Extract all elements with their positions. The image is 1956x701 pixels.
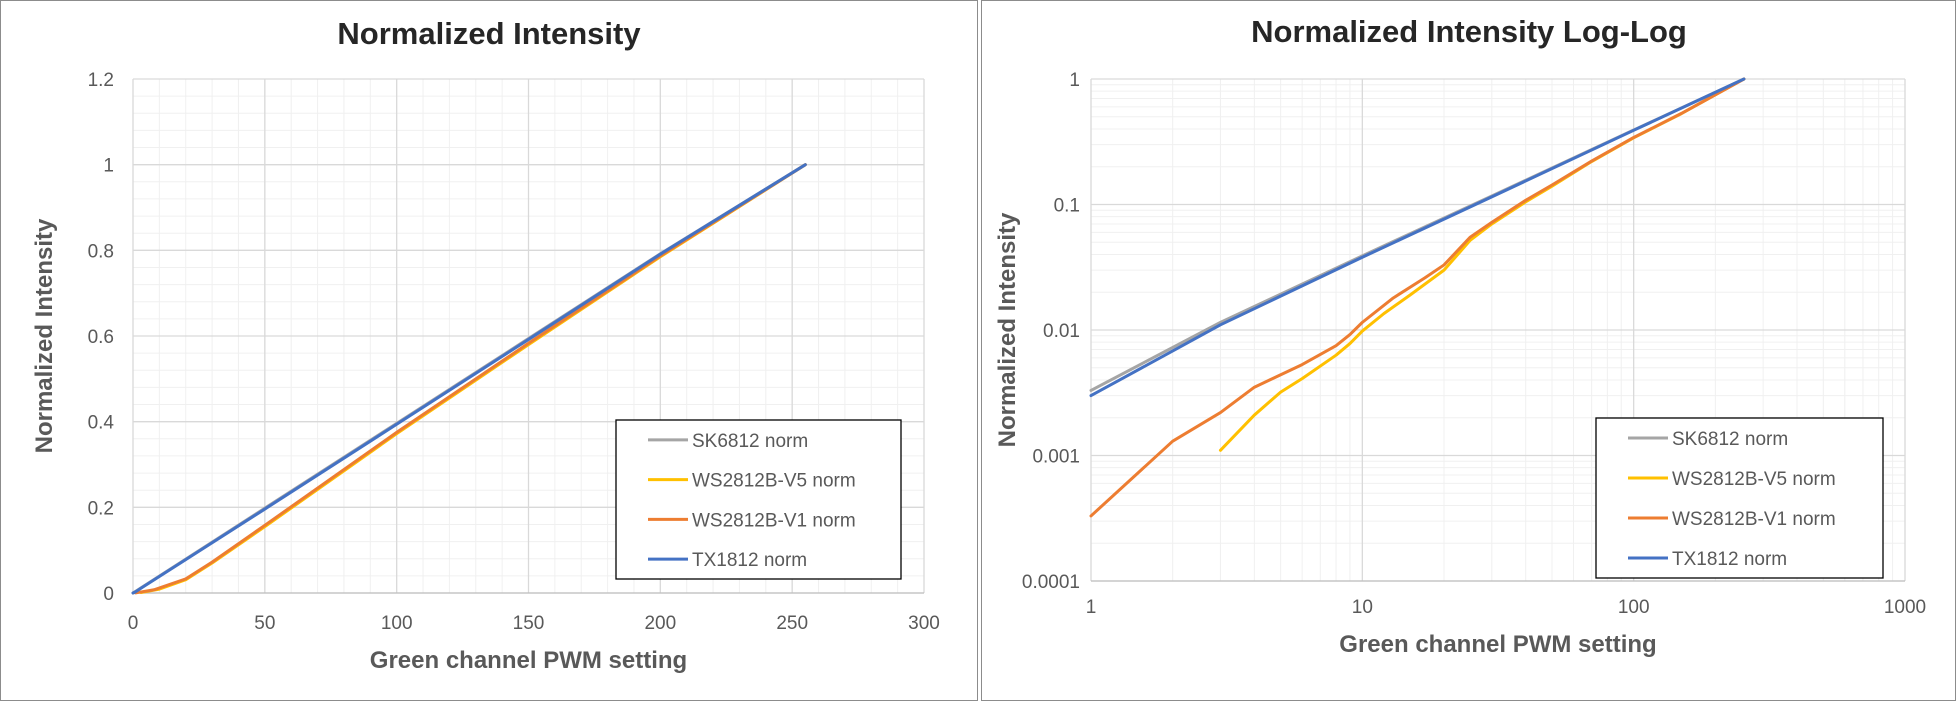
legend-label: TX1812 norm [1672, 549, 1787, 570]
x-tick-label: 10 [1352, 597, 1373, 618]
linear-chart-svg: 0 50 100 150 200 250 300 0 0.2 0.4 0.6 0.8 1 1.2 Norma… [31, 16, 940, 674]
y-tick-label: 0.6 [88, 327, 114, 348]
y-tick-label: 1 [103, 156, 114, 177]
y-tick-label: 0.2 [88, 498, 114, 519]
x-axis-title: Green channel PWM setting [370, 647, 687, 674]
y-tick-label: 0.8 [88, 241, 114, 262]
series-line [1218, 77, 1746, 452]
x-tick-label: 300 [908, 613, 940, 634]
y-tick-label: 0.01 [1043, 321, 1080, 342]
y-tick-label: 1 [1069, 70, 1080, 91]
legend-label: SK6812 norm [1672, 429, 1788, 450]
legend-label: TX1812 norm [692, 550, 807, 571]
x-tick-label: 0 [128, 613, 139, 634]
legend: SK6812 norm WS2812B-V5 norm WS2812B-V1 nor… [615, 419, 902, 580]
x-tick-label: 1 [1086, 597, 1097, 618]
x-tick-label: 150 [513, 613, 545, 634]
y-tick-label: 0.1 [1054, 196, 1080, 217]
linear-chart-panel: 0 50 100 150 200 250 300 0 0.2 0.4 0.6 0.8 1 1.2 Norma… [0, 0, 978, 701]
series-line [1089, 77, 1746, 398]
series-lines [1089, 77, 1746, 518]
legend-label: WS2812B-V1 norm [1672, 509, 1836, 530]
legend-label: SK6812 norm [692, 431, 808, 452]
legend-box [615, 419, 902, 580]
legend: SK6812 norm WS2812B-V5 norm WS2812B-V1 nor… [1595, 417, 1884, 579]
x-axis-title: Green channel PWM setting [1339, 631, 1656, 658]
legend-box [1595, 417, 1884, 579]
y-axis-title: Normalized Intensity [31, 218, 58, 453]
x-tick-label: 100 [381, 613, 413, 634]
log-log-chart-panel: 1 10 100 1000 0.0001 0.001 0.01 0.1 1 Normalized … [981, 0, 1956, 701]
x-tick-label: 50 [254, 613, 275, 634]
x-tick-label: 100 [1618, 597, 1650, 618]
series-line [131, 163, 807, 595]
log-log-chart-svg: 1 10 100 1000 0.0001 0.001 0.01 0.1 1 Normalized … [994, 14, 1926, 658]
chart-title: Normalized Intensity Log-Log [1251, 14, 1687, 49]
chart-title: Normalized Intensity [337, 16, 641, 51]
x-tick-label: 1000 [1884, 597, 1926, 618]
y-tick-label: 0.0001 [1022, 572, 1080, 593]
y-tick-label: 1.2 [88, 70, 114, 91]
y-tick-label: 0.4 [88, 413, 115, 434]
x-tick-label: 200 [644, 613, 676, 634]
y-tick-label: 0 [103, 584, 114, 605]
legend-label: WS2812B-V5 norm [692, 471, 856, 492]
y-axis-title: Normalized Intensity [994, 212, 1021, 447]
x-tick-label: 250 [776, 613, 808, 634]
legend-label: WS2812B-V5 norm [1672, 469, 1836, 490]
y-tick-label: 0.001 [1032, 447, 1080, 468]
legend-label: WS2812B-V1 norm [692, 510, 856, 531]
series-line [134, 163, 807, 595]
series-line [1089, 77, 1746, 518]
series-lines [131, 163, 807, 595]
